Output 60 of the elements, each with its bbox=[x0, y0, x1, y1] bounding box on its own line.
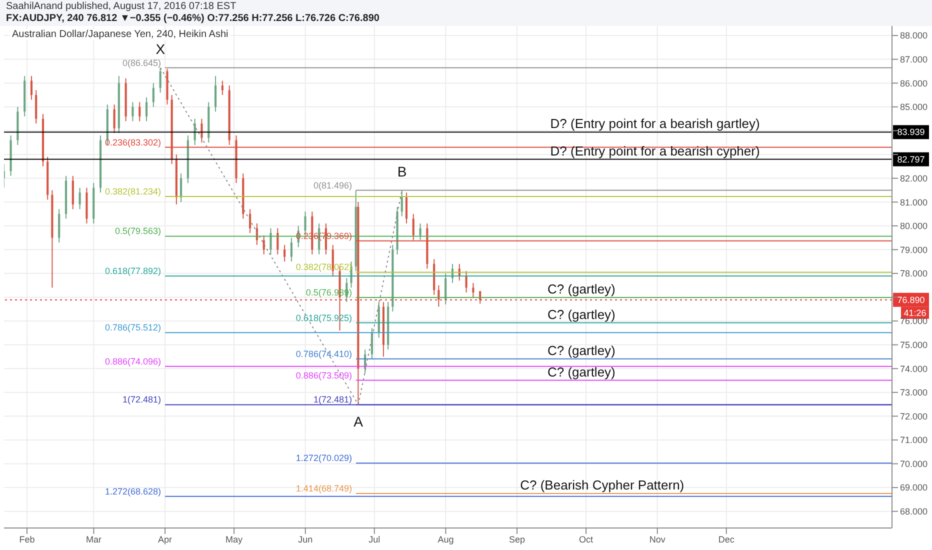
annotation: A bbox=[354, 414, 364, 430]
series-label: 0.786(74.410) bbox=[296, 348, 352, 359]
series-label: 1.414(68.749) bbox=[296, 484, 352, 494]
y-tick-label: 75.000 bbox=[900, 340, 928, 350]
y-tick-label: 82.000 bbox=[900, 173, 928, 184]
ref-line-label: 82.797 bbox=[897, 154, 925, 164]
series-label: 0.886(74.096) bbox=[104, 356, 162, 366]
annotation: B bbox=[397, 163, 407, 180]
x-tick-label: Jun bbox=[298, 534, 313, 544]
y-tick-label: 76.000 bbox=[900, 316, 928, 326]
annotation: C? (gartley) bbox=[547, 306, 616, 322]
x-tick-label: May bbox=[226, 534, 244, 544]
x-tick-label: Jul bbox=[368, 534, 380, 544]
annotation: C? (Bearish Cypher Pattern) bbox=[520, 478, 684, 493]
series-label: 0.618(77.892) bbox=[104, 266, 162, 276]
y-tick-label: 69.000 bbox=[900, 482, 928, 493]
series-label: 1(72.481) bbox=[122, 394, 162, 405]
annotation: D? (Entry point for a bearish cypher) bbox=[550, 143, 760, 158]
y-tick-label: 74.000 bbox=[900, 364, 928, 374]
ref-line-label: 76.890 bbox=[897, 294, 925, 305]
y-tick-label: 87.000 bbox=[900, 54, 928, 65]
x-tick-label: Sep bbox=[509, 534, 526, 544]
y-tick-label: 78.000 bbox=[900, 268, 928, 279]
y-tick-label: 73.000 bbox=[900, 388, 928, 398]
annotation: D? (Entry point for a bearish gartley) bbox=[550, 116, 760, 132]
series-label: 0.382(81.234) bbox=[104, 186, 162, 196]
series-label: 1(72.481) bbox=[313, 394, 352, 405]
x-tick-label: Aug bbox=[438, 534, 454, 544]
series-label: 0.5(79.563) bbox=[114, 226, 162, 236]
x-tick-label: Mar bbox=[86, 534, 102, 544]
x-tick-label: Feb bbox=[19, 534, 35, 544]
y-tick-label: 88.000 bbox=[900, 30, 928, 41]
series-label: 1.272(70.029) bbox=[296, 453, 352, 464]
series-label: 1.272(68.628) bbox=[104, 486, 162, 496]
y-tick-label: 81.000 bbox=[900, 197, 928, 208]
y-tick-label: 80.000 bbox=[900, 221, 928, 232]
annotation: C? (gartley) bbox=[547, 364, 616, 380]
x-tick-label: Oct bbox=[579, 534, 594, 544]
ref-line-label: 83.939 bbox=[897, 127, 925, 138]
series-label: 0.786(75.512) bbox=[104, 322, 162, 333]
series-label: 0.886(73.509) bbox=[296, 370, 352, 380]
y-tick-label: 86.000 bbox=[900, 78, 928, 88]
chart-subtitle: FX:AUDJPY, 240 76.812 ▼−0.355 (−0.46%) O:77.256 H:77.256 L:76.726 C:76.890 bbox=[6, 13, 380, 25]
y-tick-label: 68.000 bbox=[900, 506, 928, 517]
x-tick-label: Nov bbox=[649, 534, 666, 544]
y-tick-label: 85.000 bbox=[900, 102, 928, 112]
series-label: 0(86.645) bbox=[122, 58, 162, 68]
y-tick-label: 71.000 bbox=[900, 435, 928, 446]
annotation: Australian Dollar/Japanese Yen, 240, Heikin Ashi bbox=[10, 29, 230, 40]
annotation: C? (gartley) bbox=[547, 342, 616, 358]
annotation: C? (gartley) bbox=[547, 281, 616, 296]
text: 41:26 bbox=[904, 308, 926, 318]
y-tick-label: 70.000 bbox=[900, 458, 928, 469]
series-label: 0(81.496) bbox=[313, 180, 352, 190]
x-tick-label: Apr bbox=[158, 534, 172, 544]
annotation: X bbox=[156, 40, 166, 57]
y-tick-label: 79.000 bbox=[900, 244, 928, 255]
x-tick-label: Dec bbox=[718, 534, 735, 544]
chart-title: SaahilAnand published, August 17, 2016 07:18 EST bbox=[6, 1, 238, 13]
y-tick-label: 72.000 bbox=[900, 411, 928, 422]
